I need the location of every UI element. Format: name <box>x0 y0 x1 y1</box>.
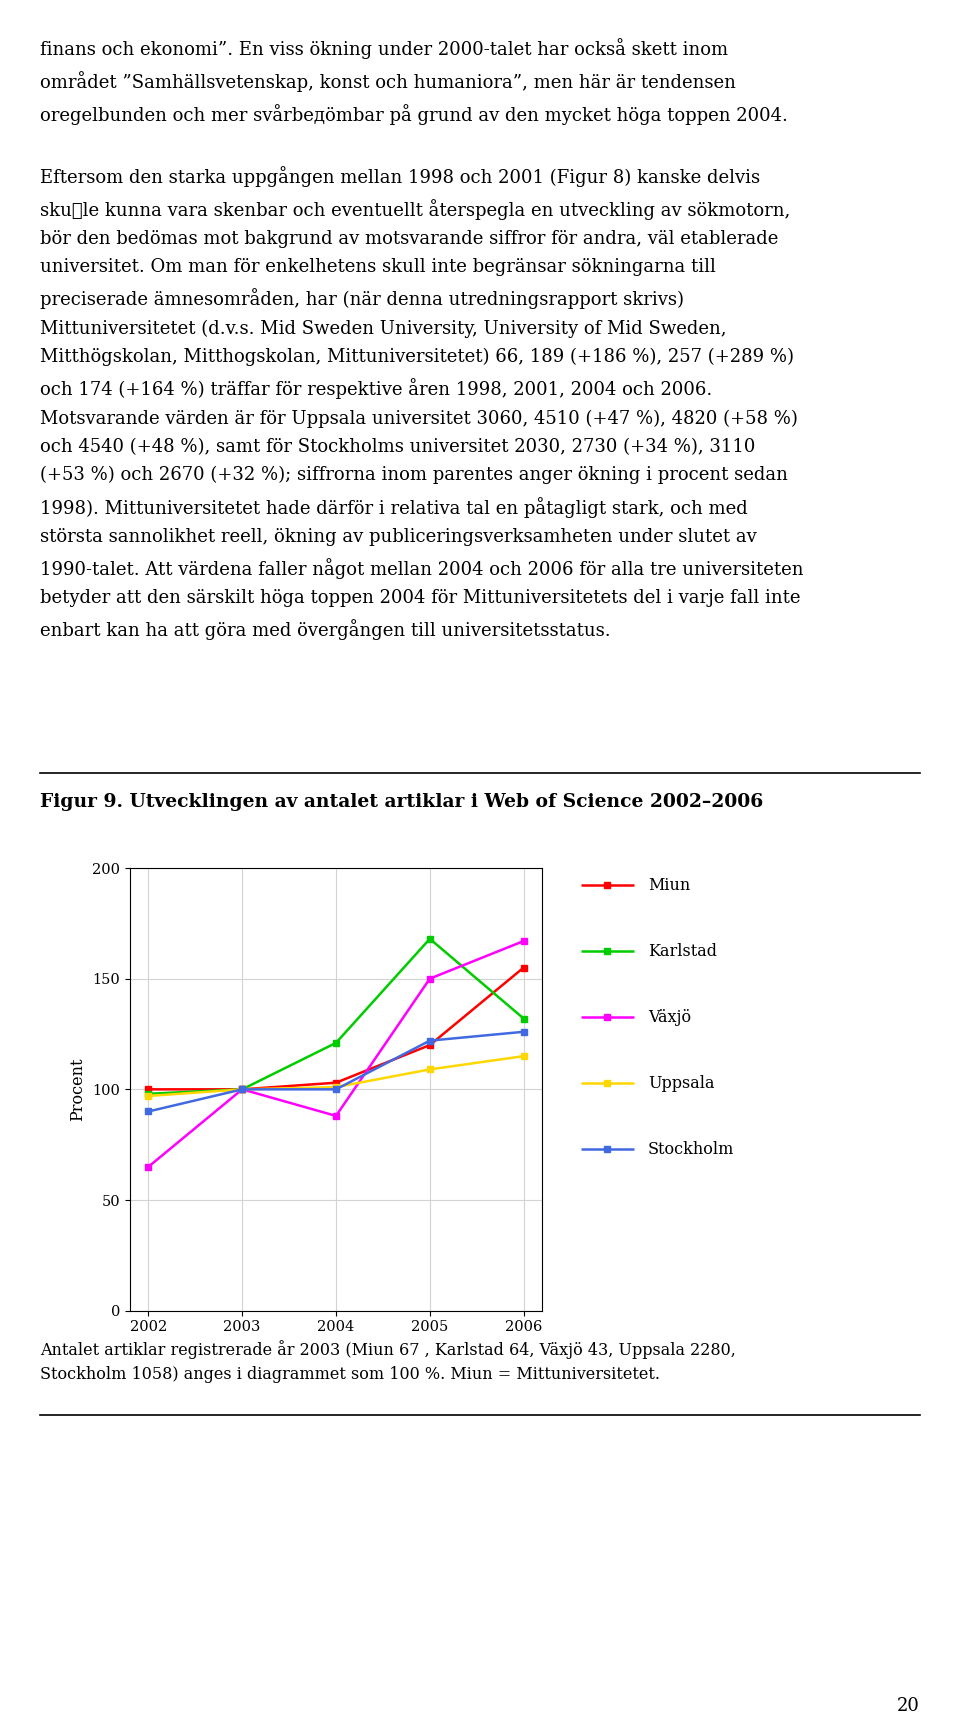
Text: Uppsala: Uppsala <box>648 1075 714 1092</box>
Text: 20: 20 <box>897 1698 920 1715</box>
Text: Miun: Miun <box>648 877 690 894</box>
Text: Växjö: Växjö <box>648 1009 691 1026</box>
Y-axis label: Procent: Procent <box>69 1057 86 1121</box>
Text: finans och ekonomi”. En viss ökning under 2000-talet har också skett inom
område: finans och ekonomi”. En viss ökning unde… <box>40 38 804 641</box>
Text: Stockholm: Stockholm <box>648 1141 734 1158</box>
Text: Figur 9. Utvecklingen av antalet artiklar i Web of Science 2002–2006: Figur 9. Utvecklingen av antalet artikla… <box>40 793 763 811</box>
Text: Antalet artiklar registrerade år 2003 (Miun 67 , Karlstad 64, Växjö 43, Uppsala : Antalet artiklar registrerade år 2003 (M… <box>40 1340 736 1384</box>
Text: Karlstad: Karlstad <box>648 943 717 960</box>
